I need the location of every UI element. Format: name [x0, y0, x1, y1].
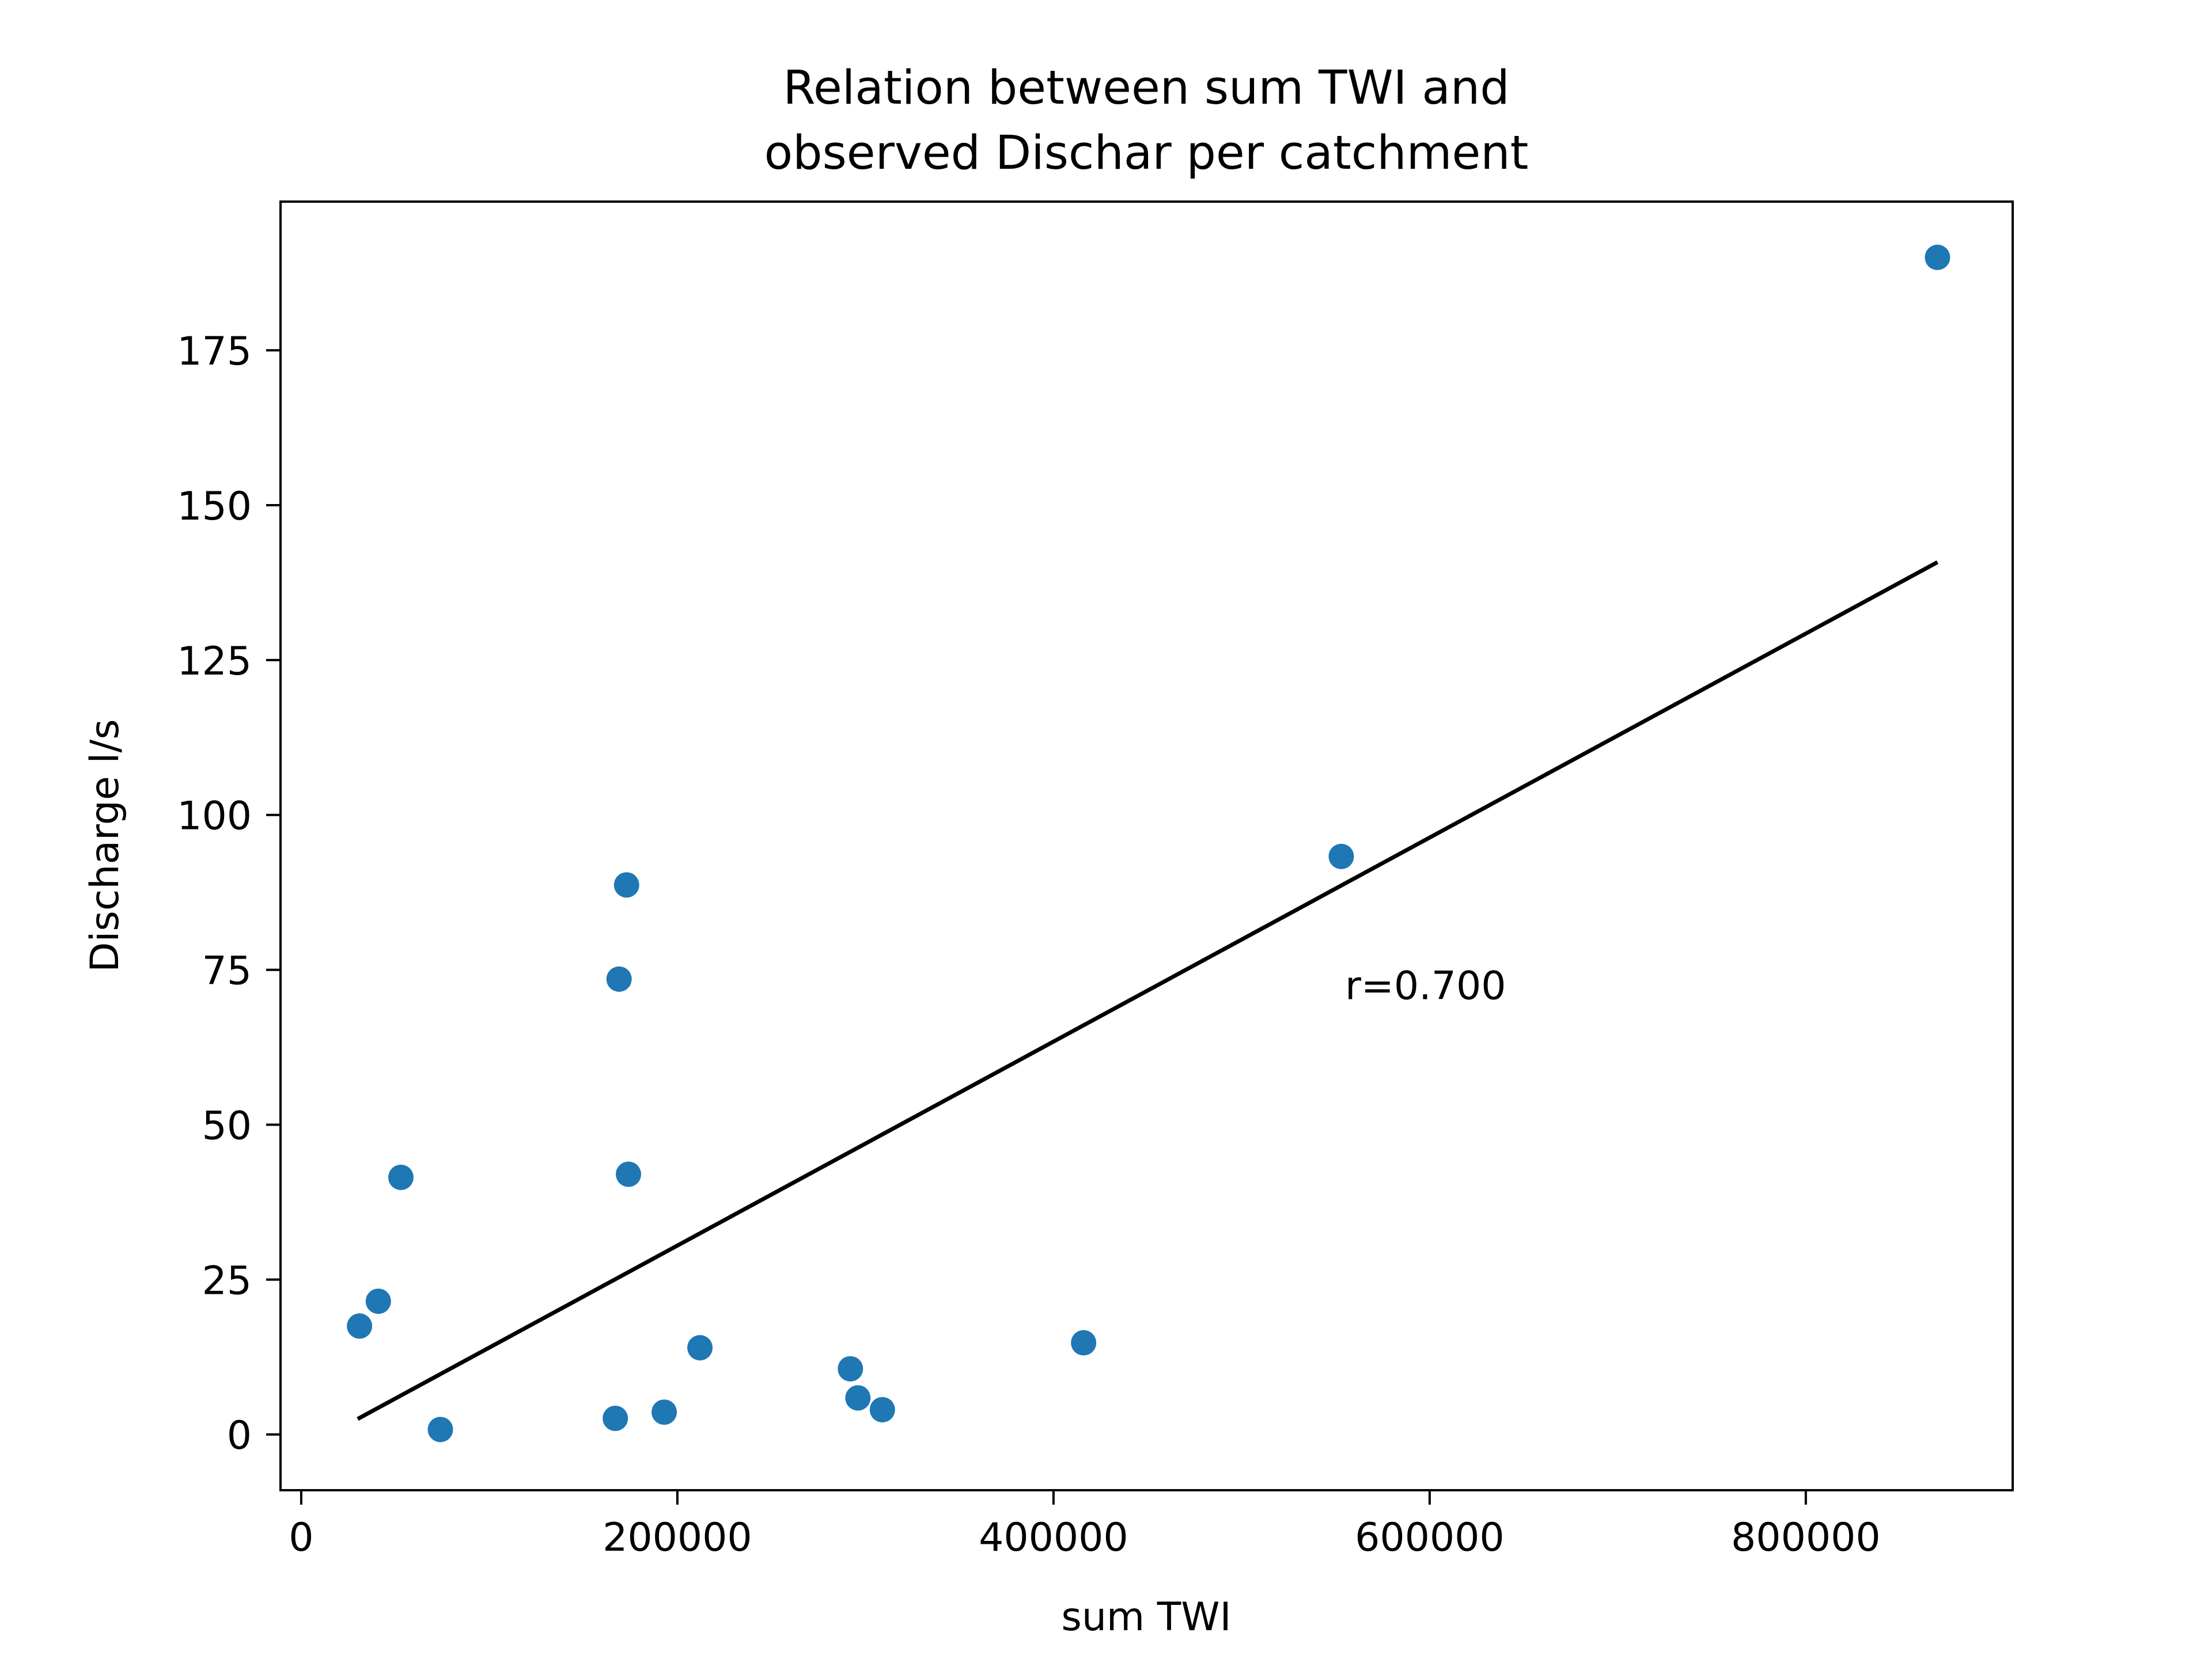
data-point: [869, 1397, 895, 1423]
x-axis: 0 200000 400000 600000 800000: [289, 1490, 1881, 1560]
y-axis-label: Discharge l/s: [82, 719, 128, 972]
data-point: [1071, 1330, 1097, 1356]
data-point: [652, 1399, 677, 1425]
y-tick-label: 25: [202, 1258, 252, 1304]
data-point: [845, 1385, 871, 1411]
y-tick-label: 125: [177, 639, 252, 684]
x-tick-label: 800000: [1731, 1515, 1881, 1560]
y-tick-label: 175: [177, 329, 252, 374]
data-point: [1925, 244, 1950, 270]
x-tick-label: 600000: [1355, 1515, 1505, 1560]
y-tick-label: 150: [177, 484, 252, 529]
y-axis: 0 25 50 75 100 125 150 175: [177, 329, 281, 1459]
data-point: [427, 1416, 453, 1442]
data-point: [365, 1288, 391, 1314]
y-tick-label: 75: [202, 949, 252, 994]
plot-marks: r=0.700: [347, 244, 1950, 1442]
data-point: [388, 1164, 414, 1190]
plot-frame: [279, 200, 2014, 1491]
x-axis-label: sum TWI: [1061, 1594, 1231, 1640]
data-point: [687, 1335, 713, 1361]
chart-title-line: Relation between sum TWI and: [783, 61, 1509, 115]
data-point: [838, 1356, 863, 1382]
data-point: [616, 1161, 642, 1187]
y-tick-label: 100: [177, 794, 252, 839]
data-point: [603, 1406, 628, 1431]
data-point: [613, 872, 639, 898]
y-tick-label: 0: [227, 1413, 252, 1459]
chart-title: Relation between sum TWI and observed Dis…: [764, 61, 1529, 180]
y-tick-label: 50: [202, 1103, 252, 1149]
correlation-annotation: r=0.700: [1345, 963, 1506, 1009]
x-tick-label: 0: [289, 1515, 313, 1560]
regression-line: [357, 560, 1939, 1421]
data-point: [606, 966, 632, 992]
chart-title-line: observed Dischar per catchment: [764, 126, 1529, 180]
data-point: [1328, 843, 1354, 869]
data-point: [347, 1313, 373, 1339]
x-tick-label: 400000: [979, 1515, 1128, 1560]
x-tick-label: 200000: [603, 1515, 752, 1560]
